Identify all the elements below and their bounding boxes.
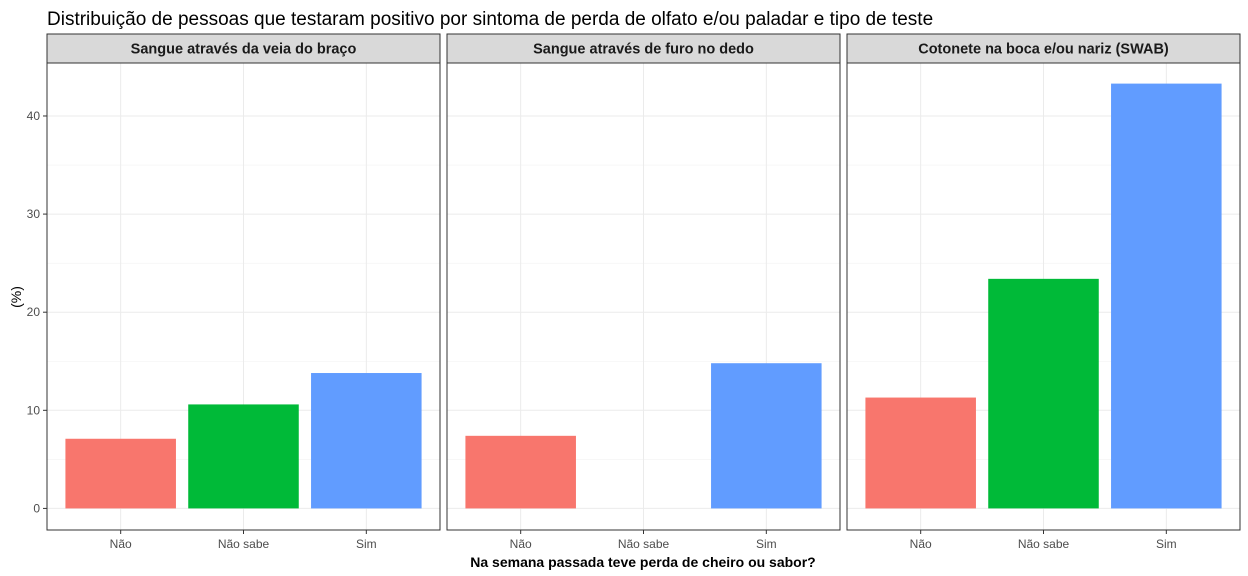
facet-panel: Cotonete na boca e/ou nariz (SWAB) Não Não…	[846, 33, 1241, 551]
bar-nao	[465, 435, 576, 509]
y-tick-label: 20	[27, 305, 41, 319]
facet-panel: Sangue através de furo no dedo Não Não sab…	[446, 33, 841, 551]
y-axis: 0 10 20 30 40	[27, 109, 47, 515]
facet-strip-label: Sangue através da veia do braço	[131, 42, 357, 58]
x-tick-label: Sim	[756, 537, 777, 551]
x-axis-title: Na semana passada teve perda de cheiro o…	[470, 554, 815, 570]
x-tick-label: Não	[910, 537, 932, 551]
bar-nao-sabe	[988, 278, 1099, 509]
bar-sim	[1111, 83, 1222, 509]
chart-title: Distribuição de pessoas que testaram pos…	[47, 9, 933, 30]
bar-nao-sabe	[188, 404, 299, 509]
facet-panel: Sangue através da veia do braço Não Não sa…	[46, 33, 441, 551]
y-tick-label: 40	[27, 109, 41, 123]
bar-sim	[311, 373, 422, 509]
x-tick-label: Não sabe	[618, 537, 670, 551]
x-tick-label: Sim	[1156, 537, 1177, 551]
x-tick-label: Sim	[356, 537, 377, 551]
x-tick-label: Não sabe	[1018, 537, 1070, 551]
bar-nao	[865, 397, 976, 509]
facet-strip	[446, 33, 841, 64]
x-tick-label: Não	[110, 537, 132, 551]
facet-strip	[846, 33, 1241, 64]
facet-panels: Sangue através da veia do braço Não Não sa…	[46, 33, 1241, 551]
y-tick-label: 0	[33, 501, 40, 515]
bar-nao	[65, 438, 176, 509]
y-tick-label: 30	[27, 207, 41, 221]
x-tick-label: Não sabe	[218, 537, 270, 551]
facet-strip-label: Sangue através de furo no dedo	[533, 42, 754, 58]
facet-strip	[46, 33, 441, 64]
y-axis-title: (%)	[8, 286, 24, 308]
facet-strip-label: Cotonete na boca e/ou nariz (SWAB)	[918, 42, 1169, 58]
x-tick-label: Não	[510, 537, 532, 551]
bar-sim	[711, 363, 822, 509]
y-tick-label: 10	[27, 403, 41, 417]
